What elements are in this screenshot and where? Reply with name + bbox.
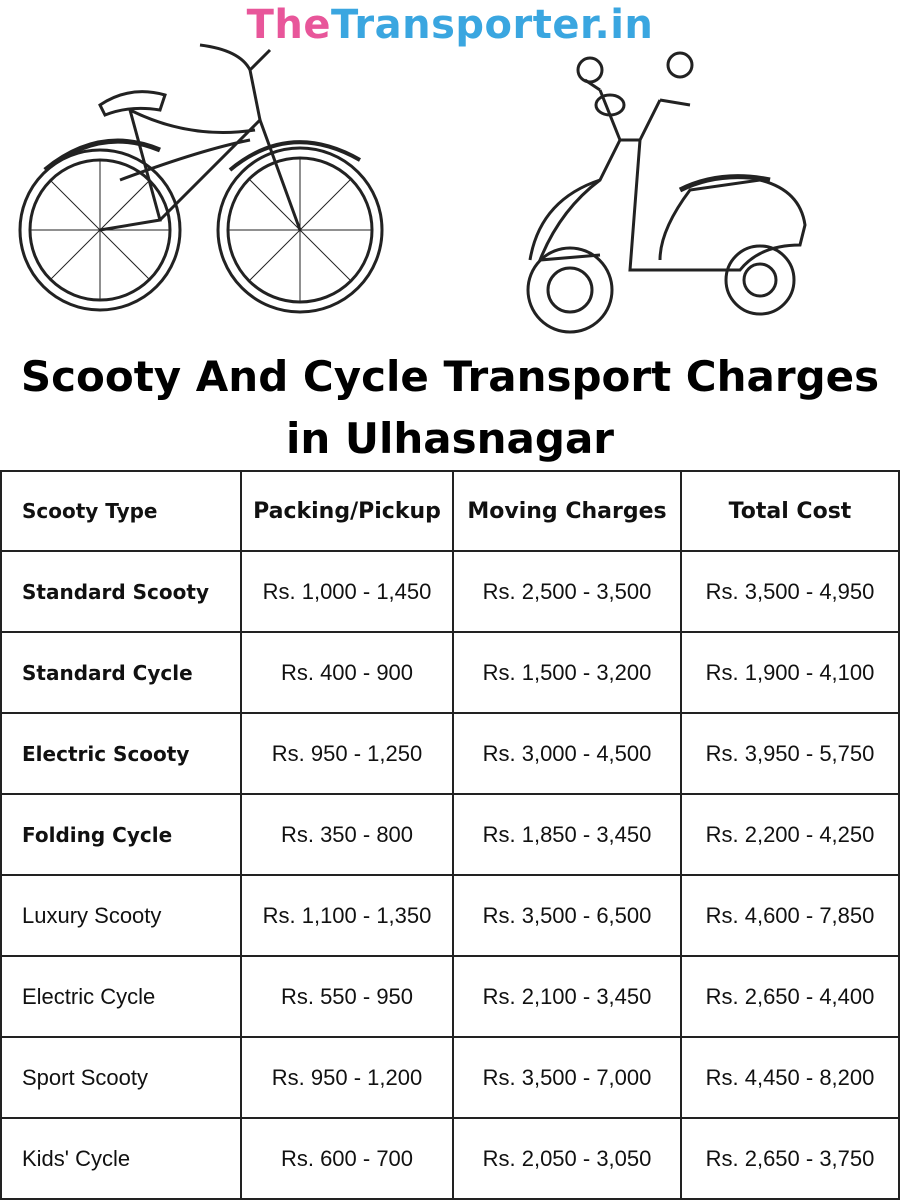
row-label: Electric Cycle — [0, 955, 242, 1038]
charges-table: Scooty Type Packing/Pickup Moving Charges T… — [0, 470, 900, 1200]
price-cell: Rs. 950 - 1,250 — [240, 712, 454, 795]
brand-part: Transporter.in — [331, 2, 654, 48]
header-cell: Scooty Type — [0, 470, 242, 552]
table-row: Folding Cycle Rs. 350 - 800 Rs. 1,850 - 3,… — [0, 793, 900, 876]
price-cell: Rs. 600 - 700 — [240, 1117, 454, 1200]
table-row: Kids' Cycle Rs. 600 - 700 Rs. 2,050 - 3,05… — [0, 1117, 900, 1200]
price-cell: Rs. 3,950 - 5,750 — [680, 712, 900, 795]
price-cell: Rs. 4,450 - 8,200 — [680, 1036, 900, 1119]
brand-part: The — [246, 2, 331, 48]
price-cell: Rs. 3,500 - 7,000 — [452, 1036, 682, 1119]
price-cell: Rs. 3,500 - 6,500 — [452, 874, 682, 957]
price-cell: Rs. 1,100 - 1,350 — [240, 874, 454, 957]
table-row: Luxury Scooty Rs. 1,100 - 1,350 Rs. 3,500 … — [0, 874, 900, 957]
price-cell: Rs. 2,100 - 3,450 — [452, 955, 682, 1038]
price-cell: Rs. 3,500 - 4,950 — [680, 550, 900, 633]
header-row: Scooty Type Packing/Pickup Moving Charges T… — [0, 470, 900, 552]
bicycle — [18, 43, 384, 314]
row-label: Folding Cycle — [0, 793, 242, 876]
price-cell: Rs. 3,000 - 4,500 — [452, 712, 682, 795]
row-label: Kids' Cycle — [0, 1117, 242, 1200]
price-cell: Rs. 2,650 - 3,750 — [680, 1117, 900, 1200]
price-cell: Rs. 1,850 - 3,450 — [452, 793, 682, 876]
table-row: Electric Cycle Rs. 550 - 950 Rs. 2,100 - 3… — [0, 955, 900, 1038]
price-cell: Rs. 4,600 - 7,850 — [680, 874, 900, 957]
table-row: Sport Scooty Rs. 950 - 1,200 Rs. 3,500 - 7… — [0, 1036, 900, 1119]
table-row: Standard Scooty Rs. 1,000 - 1,450 Rs. 2,50… — [0, 550, 900, 633]
price-cell: Rs. 950 - 1,200 — [240, 1036, 454, 1119]
price-cell: Rs. 2,650 - 4,400 — [680, 955, 900, 1038]
scooter — [526, 51, 807, 334]
row-label: Electric Scooty — [0, 712, 242, 795]
row-label: Luxury Scooty — [0, 874, 242, 957]
price-cell: Rs. 400 - 900 — [240, 631, 454, 714]
price-cell: Rs. 350 - 800 — [240, 793, 454, 876]
row-label: Sport Scooty — [0, 1036, 242, 1119]
price-cell: Rs. 550 - 950 — [240, 955, 454, 1038]
table-row: Standard Cycle Rs. 400 - 900 Rs. 1,500 - 3… — [0, 631, 900, 714]
header-cell: Moving Charges — [452, 470, 682, 552]
price-cell: Rs. 2,200 - 4,250 — [680, 793, 900, 876]
title: Scooty And Cycle Transport Charges in Ul… — [20, 352, 880, 463]
price-cell: Rs. 1,900 - 4,100 — [680, 631, 900, 714]
row-label: Standard Scooty — [0, 550, 242, 633]
price-cell: Rs. 2,500 - 3,500 — [452, 550, 682, 633]
row-label: Standard Cycle — [0, 631, 242, 714]
brand: TheTransporter.in — [0, 2, 900, 48]
header-cell: Packing/Pickup — [240, 470, 454, 552]
header-cell: Total Cost — [680, 470, 900, 552]
price-cell: Rs. 1,000 - 1,450 — [240, 550, 454, 633]
table-row: Electric Scooty Rs. 950 - 1,250 Rs. 3,000 … — [0, 712, 900, 795]
illustrations — [18, 43, 807, 334]
price-cell: Rs. 1,500 - 3,200 — [452, 631, 682, 714]
price-cell: Rs. 2,050 - 3,050 — [452, 1117, 682, 1200]
